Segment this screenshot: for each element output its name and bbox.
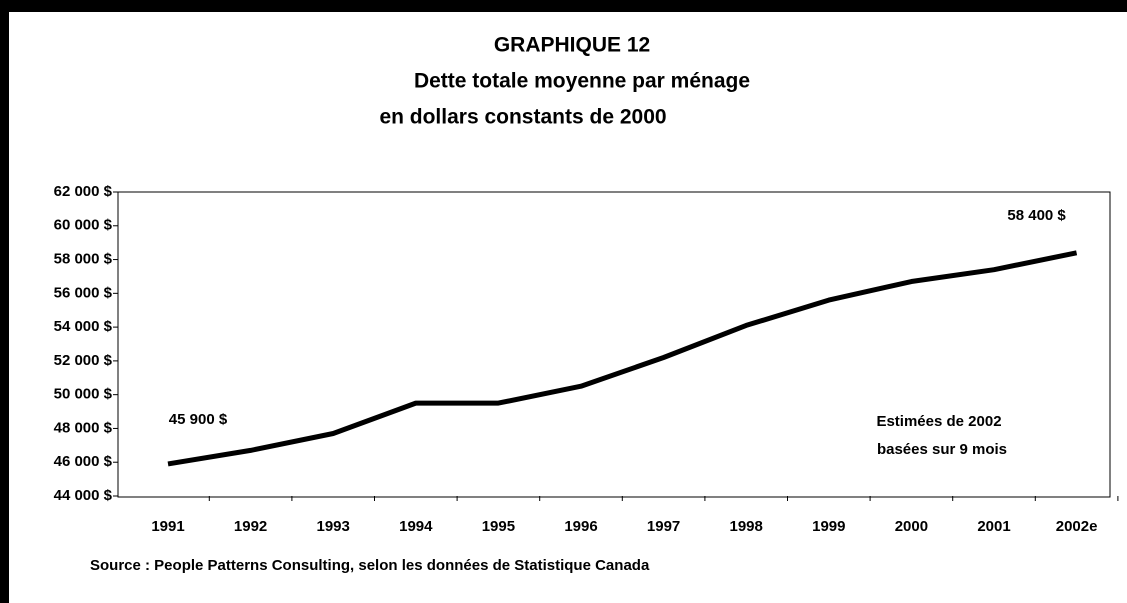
y-tick-label: 60 000 $ [54,217,113,234]
x-tick-label: 2002e [1056,518,1098,535]
chart-title: en dollars constants de 2000 [379,106,666,129]
x-tick-label: 1993 [317,518,350,535]
x-tick-label: 1991 [151,518,184,535]
x-tick-label: 1995 [482,518,515,535]
x-tick-label: 1998 [730,518,763,535]
y-tick-label: 58 000 $ [54,251,113,268]
plot-area [117,191,1111,498]
data-label: 58 400 $ [1007,207,1066,224]
data-label: 45 900 $ [169,411,228,428]
y-tick-label: 52 000 $ [54,352,113,369]
y-tick-label: 46 000 $ [54,453,113,470]
annotation: basées sur 9 mois [877,441,1007,458]
line [167,250,1078,467]
y-tick-label: 56 000 $ [54,284,113,301]
x-tick-label: 1999 [812,518,845,535]
x-tick-label: 1996 [564,518,597,535]
y-tick-label: 48 000 $ [54,419,113,436]
source: Source : People Patterns Consulting, sel… [90,557,650,574]
chart-title: Dette totale moyenne par ménage [414,70,750,93]
x-tick-label: 1994 [399,518,433,535]
x-tick-label: 2000 [895,518,928,535]
x-tick-label: 1997 [647,518,680,535]
y-tick-label: 54 000 $ [54,318,113,335]
y-tick-label: 50 000 $ [54,386,113,403]
chart-title: GRAPHIQUE 12 [494,34,650,57]
annotation: Estimées de 2002 [876,413,1001,430]
x-tick-label: 1992 [234,518,267,535]
y-tick-label: 62 000 $ [54,183,113,200]
y-tick-label: 44 000 $ [54,487,113,504]
frame [9,12,1127,603]
x-tick-label: 2001 [977,518,1010,535]
